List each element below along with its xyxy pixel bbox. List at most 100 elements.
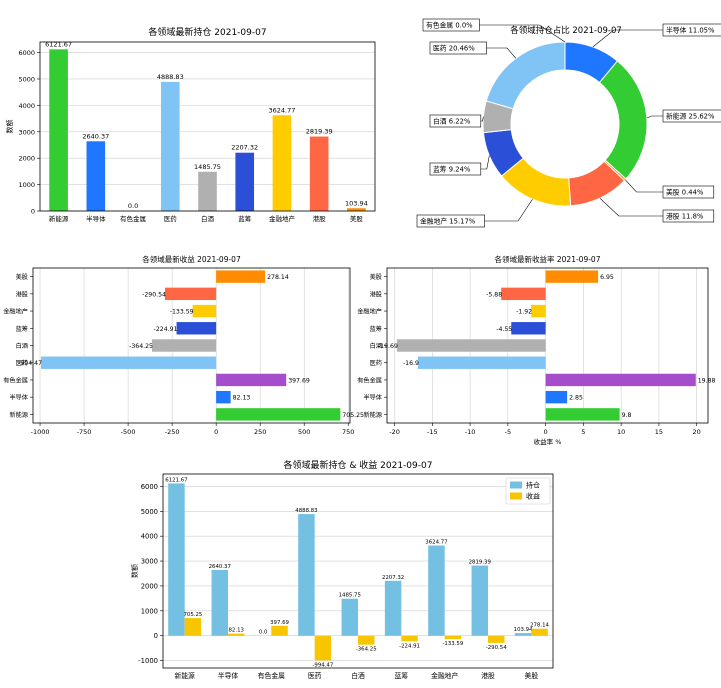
bar (235, 152, 255, 211)
bar (271, 625, 288, 636)
bar-value-label: 397.69 (288, 377, 310, 384)
slice-label: 医药 20.46% (433, 44, 475, 53)
bar-value-label: 82.13 (229, 628, 244, 634)
x-tick-label: -10 (465, 428, 476, 436)
y-tick-label: 2000 (18, 155, 35, 163)
bar (341, 598, 358, 636)
x-tick-label: 医药 (164, 214, 178, 223)
x-axis-label: 收益率 % (534, 437, 562, 446)
bar (514, 633, 532, 636)
slice-label-box (662, 109, 721, 123)
bar-value-label: 6121.67 (165, 477, 187, 483)
bar-value-label: 3624.77 (268, 106, 295, 114)
slice-label: 有色金属 0.0% (426, 21, 473, 30)
bar (396, 339, 546, 352)
x-tick-label: 美股 (350, 214, 364, 223)
bar (545, 390, 568, 404)
x-tick-label: -1000 (31, 428, 50, 436)
x-tick-label: 半导体 (218, 671, 239, 680)
leader-line (646, 115, 663, 119)
bar-value-label: -224.91 (154, 326, 178, 333)
y-tick-label: 5000 (18, 75, 35, 83)
bar-value-label: 1485.75 (339, 593, 361, 599)
y-tick-label: 半导体 (9, 394, 28, 402)
leader-line (484, 199, 533, 222)
bar (347, 208, 366, 211)
y-tick-label: 白酒 (370, 342, 382, 350)
x-tick-label: 白酒 (201, 214, 215, 223)
y-tick-label: 新能源 (9, 411, 28, 419)
y-tick-label: 美股 (370, 273, 382, 281)
leader-line (480, 155, 490, 170)
bar (545, 373, 696, 387)
slice-label-box (662, 209, 715, 223)
bar-value-label: 278.14 (530, 623, 549, 629)
bar-value-label: 1485.75 (194, 163, 221, 171)
bar (160, 81, 180, 212)
x-tick-label: -20 (389, 428, 400, 436)
bar (192, 304, 217, 318)
bar-value-label: -133.59 (170, 309, 194, 316)
bar-value-label: -4.55 (496, 326, 512, 333)
bar (531, 628, 548, 636)
x-tick-label: 蓝筹 (395, 671, 409, 680)
y-tick-label: 金融地产 (3, 308, 28, 316)
y-tick-label: 6000 (141, 483, 158, 491)
bar (86, 141, 106, 211)
y-tick-label: 5000 (141, 508, 158, 516)
bar (49, 49, 68, 211)
leader-line (592, 29, 663, 48)
y-tick-label: 4000 (141, 533, 158, 541)
legend-swatch (510, 481, 522, 489)
bar (41, 356, 217, 369)
bar-value-label: -290.54 (142, 291, 166, 298)
bar-value-label: 103.94 (514, 627, 533, 633)
chart-title: 各领域最新收益率 2021-09-07 (495, 254, 601, 264)
bar (168, 483, 185, 636)
bar-value-label: -364.25 (356, 647, 377, 653)
slice-label-box (429, 162, 482, 176)
x-tick-label: 250 (254, 428, 266, 436)
bar-value-label: 0.0 (259, 630, 268, 636)
bar (401, 635, 418, 642)
y-tick-label: 0 (154, 632, 158, 640)
y-tick-label: 金融地产 (357, 308, 382, 316)
donut-slice (485, 41, 566, 110)
bar (417, 356, 546, 369)
slice-label-box (662, 23, 721, 37)
plot-frame (39, 41, 376, 212)
leader-line (479, 24, 566, 43)
y-tick-label: 港股 (16, 290, 28, 298)
bar-value-label: 2.85 (569, 395, 583, 402)
slice-label-box (662, 185, 715, 199)
x-tick-label: 金融地产 (431, 671, 458, 680)
bar (488, 635, 505, 643)
bar-value-label: 4888.83 (157, 73, 184, 81)
y-tick-label: 0 (31, 208, 35, 216)
bar-value-label: 6121.67 (45, 40, 72, 48)
bar-value-label: 6.95 (600, 274, 614, 281)
y-tick-label: 3000 (141, 558, 158, 566)
slice-label-box (429, 114, 482, 128)
y-tick-label: 美股 (16, 273, 28, 281)
bar-value-label: 2640.37 (209, 564, 231, 570)
bar-value-label: 705.25 (342, 412, 364, 419)
x-tick-label: -500 (121, 428, 136, 436)
x-tick-label: 有色金属 (120, 214, 146, 223)
x-tick-label: 0 (214, 428, 218, 436)
y-tick-label: 蓝筹 (370, 325, 382, 333)
x-tick-label: 750 (342, 428, 354, 436)
x-tick-label: 新能源 (174, 671, 195, 680)
x-tick-label: 15 (655, 428, 663, 436)
bar (216, 390, 231, 404)
slice-label: 白酒 6.22% (433, 117, 471, 126)
slice-label: 港股 11.8% (666, 212, 704, 221)
bar-value-label: 278.14 (267, 274, 289, 281)
plot-frame (162, 473, 554, 669)
bar-value-label: -1.92 (516, 309, 532, 316)
x-tick-label: 有色金属 (258, 671, 285, 680)
bar-value-label: 397.69 (270, 620, 289, 626)
bar (176, 322, 217, 335)
